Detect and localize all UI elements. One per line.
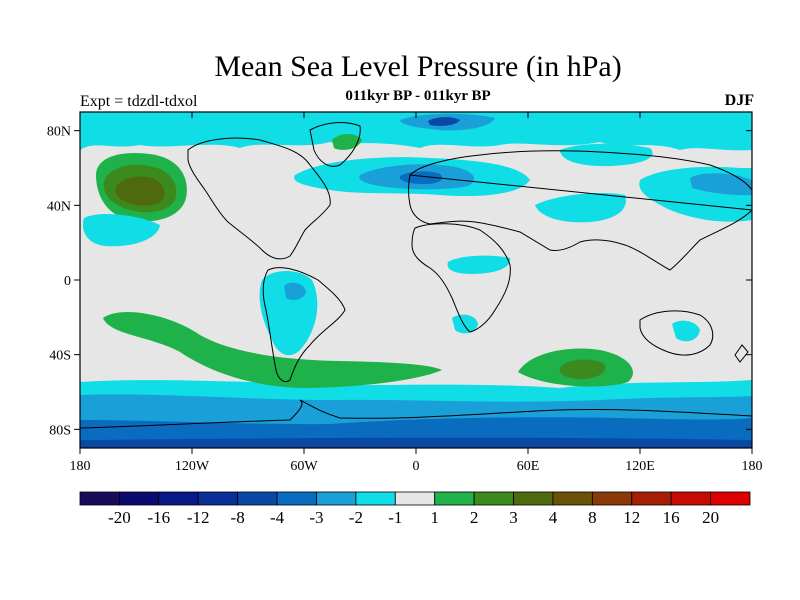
field-north-pacific-brown bbox=[115, 176, 165, 206]
colorbar-labels: -20 -16 -12 -8 -4 -3 -2 -1 1 2 3 4 8 12 16 20 bbox=[108, 508, 719, 527]
field-arctic-green bbox=[332, 134, 362, 150]
colorbar-label: -3 bbox=[309, 508, 323, 527]
colorbar-box bbox=[670, 491, 711, 506]
map-ticks bbox=[74, 112, 753, 454]
map-title: Mean Sea Level Pressure (in hPa) bbox=[214, 50, 622, 83]
colorbar-label: 16 bbox=[663, 508, 680, 527]
lat-label: 0 bbox=[64, 274, 71, 289]
colorbar-label: 4 bbox=[549, 508, 558, 527]
lat-label: 40N bbox=[47, 199, 71, 214]
colorbar-label: -4 bbox=[270, 508, 285, 527]
colorbar-box bbox=[394, 491, 436, 506]
colorbar-box bbox=[276, 491, 317, 506]
colorbar-box bbox=[591, 491, 633, 506]
field-indian-ocean-olive bbox=[559, 359, 606, 380]
field-australia-cyan bbox=[672, 320, 700, 342]
colorbar-label: -16 bbox=[147, 508, 170, 527]
lon-label: 180 bbox=[70, 459, 91, 474]
coast-south-america bbox=[262, 267, 346, 383]
colorbar-label: 20 bbox=[702, 508, 719, 527]
colorbar-box bbox=[119, 491, 160, 506]
lat-label: 80S bbox=[49, 423, 71, 438]
longitude-labels: 180 120W 60W 0 60E 120E 180 bbox=[70, 459, 763, 474]
colorbar-box bbox=[316, 491, 357, 506]
lon-label: 60W bbox=[290, 459, 318, 474]
lat-label: 40S bbox=[49, 349, 71, 364]
colorbar-label: -1 bbox=[388, 508, 402, 527]
colorbar-label: 3 bbox=[509, 508, 518, 527]
colorbar-box bbox=[513, 491, 554, 506]
colorbar-label: -20 bbox=[108, 508, 131, 527]
lon-label: 120W bbox=[175, 459, 210, 474]
colorbar-label: 8 bbox=[588, 508, 597, 527]
coast-greenland bbox=[309, 122, 361, 167]
coast-africa bbox=[411, 223, 511, 333]
colorbar-label: -2 bbox=[349, 508, 363, 527]
colorbar-box bbox=[197, 491, 239, 506]
colorbar-box bbox=[473, 491, 514, 506]
field-east-pacific-cyan bbox=[82, 214, 160, 247]
colorbar-box bbox=[158, 491, 199, 506]
colorbar-box bbox=[434, 491, 475, 506]
coast-north-america bbox=[187, 137, 331, 260]
colorbar-label: 1 bbox=[430, 508, 439, 527]
field-south-pacific-green bbox=[103, 311, 442, 388]
lat-label: 80N bbox=[47, 125, 71, 140]
latitude-labels: 80N 40N 0 40S 80S bbox=[47, 125, 71, 439]
coast-antarctica bbox=[80, 399, 752, 429]
field-siberia-cyan bbox=[560, 143, 653, 167]
lon-label: 60E bbox=[517, 459, 540, 474]
map-subtitle: 011kyr BP - 011kyr BP bbox=[345, 88, 491, 104]
field-south-atlantic-cyan bbox=[452, 314, 478, 334]
colorbar bbox=[79, 491, 751, 506]
field-eurasia-cyan bbox=[535, 193, 626, 223]
coast-eurasia bbox=[408, 150, 752, 271]
season-label: DJF bbox=[724, 92, 754, 109]
lon-label: 180 bbox=[742, 459, 763, 474]
coast-new-zealand bbox=[734, 344, 749, 363]
colorbar-label: 12 bbox=[623, 508, 640, 527]
colorbar-box bbox=[710, 491, 751, 506]
field-antarctic-strip bbox=[80, 437, 752, 448]
coastlines bbox=[80, 122, 752, 429]
field-arctic-dark bbox=[428, 117, 460, 126]
experiment-label: Expt = tdzdl-tdxol bbox=[80, 93, 198, 110]
colorbar-box bbox=[355, 491, 396, 506]
field-arctic-cyan bbox=[80, 112, 752, 151]
field-west-pacific-mid bbox=[690, 173, 752, 196]
lon-label: 120E bbox=[625, 459, 655, 474]
colorbar-box bbox=[552, 491, 593, 506]
colorbar-box bbox=[79, 491, 120, 506]
colorbar-label: -12 bbox=[187, 508, 210, 527]
field-south-america-mid bbox=[284, 282, 306, 300]
colorbar-label: -8 bbox=[231, 508, 245, 527]
colorbar-box bbox=[237, 491, 278, 506]
field-mediterranean-cyan bbox=[447, 255, 511, 274]
colorbar-box bbox=[631, 491, 672, 506]
colorbar-label: 2 bbox=[470, 508, 479, 527]
coast-australia bbox=[639, 310, 714, 356]
lon-label: 0 bbox=[413, 459, 420, 474]
pressure-field bbox=[80, 112, 752, 448]
